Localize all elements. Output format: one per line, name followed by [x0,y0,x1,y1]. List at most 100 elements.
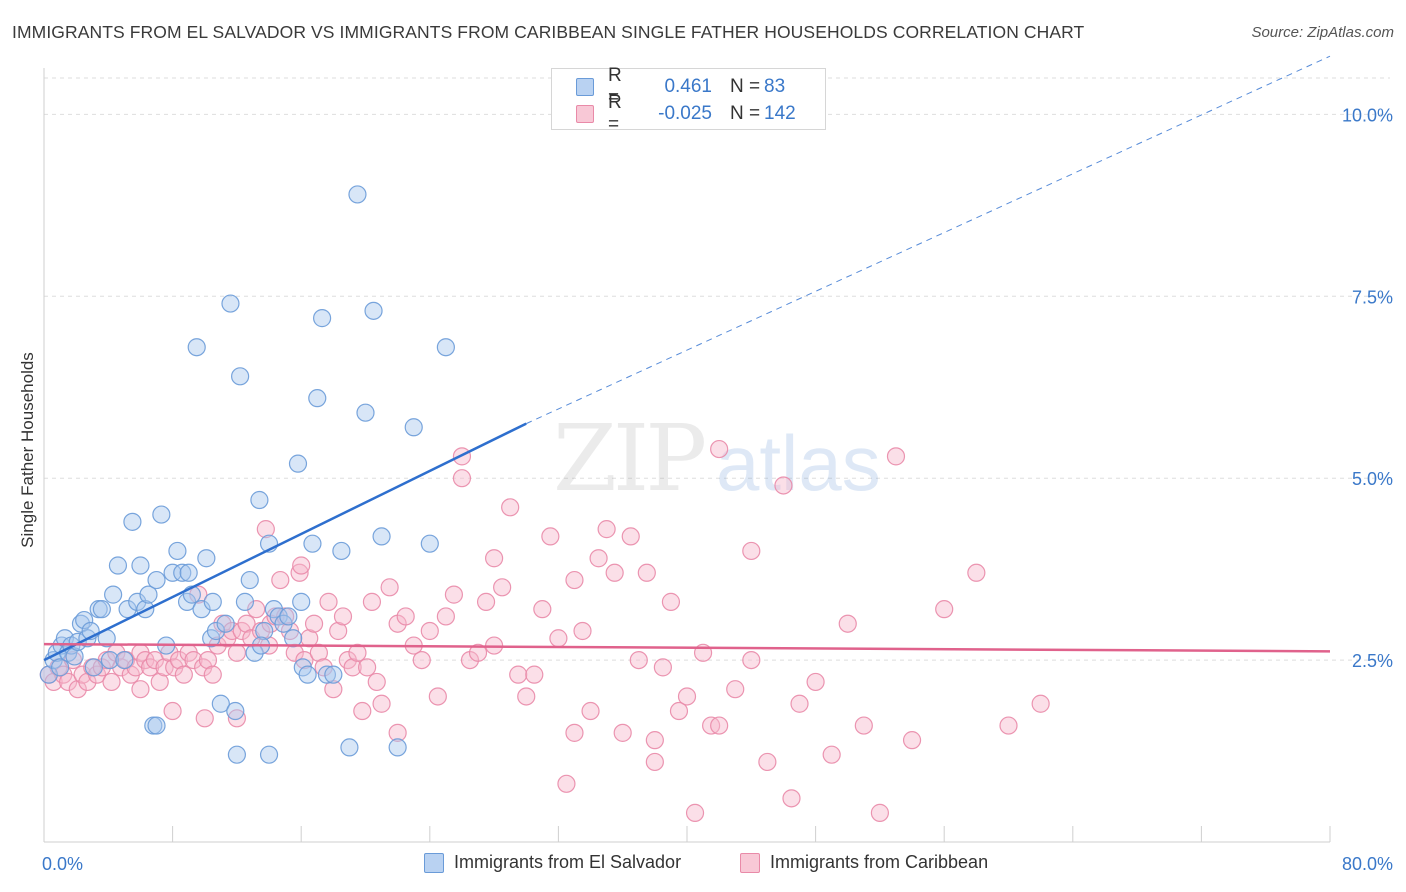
caribbean-point [189,585,208,604]
caribbean-point [838,614,857,633]
bottom-legend-swatch-blue [424,852,444,873]
caribbean-point [292,556,311,575]
caribbean-point [597,520,616,539]
caribbean-point [247,600,266,619]
y-tick-label: 7.5% [1352,287,1393,307]
caribbean-point [485,549,504,568]
caribbean-point [290,563,309,582]
el-salvador-point [332,541,351,561]
caribbean-point [452,469,472,488]
el-salvador-point [163,563,182,582]
watermark-atlas: atlas [716,419,881,507]
caribbean-point [806,672,825,692]
el-salvador-point [139,585,158,604]
el-salvador-point [308,389,327,408]
el-salvador-point [436,338,455,357]
caribbean-trend-line [43,642,1331,653]
el-salvador-point [259,745,279,764]
caribbean-point [589,549,608,568]
el-salvador-point [226,701,245,721]
el-salvador-point [420,534,439,553]
caribbean-point [367,672,386,692]
el-salvador-point [292,592,311,611]
el-salvador-point [206,621,226,641]
legend-n-value: 142 [764,103,796,124]
caribbean-point [295,650,314,670]
chart-title: IMMIGRANTS FROM EL SALVADOR VS IMMIGRANT… [12,22,1085,42]
caribbean-point [549,629,568,648]
el-salvador-point [203,592,222,611]
legend-swatch-blue [576,78,594,96]
caribbean-point [145,650,165,670]
caribbean-point [333,607,353,626]
caribbean-point [541,527,560,546]
el-salvador-point [340,738,359,757]
caribbean-point [581,701,600,721]
caribbean-point [444,585,464,604]
el-salvador-point [250,490,269,510]
el-salvador-point [39,665,58,684]
caribbean-point [621,527,640,546]
caribbean-point [227,643,246,662]
el-salvador-point [356,403,375,422]
el-salvador-point [118,600,137,619]
legend-n-value: 83 [764,76,786,97]
tick-labels: 2.5% 5.0% 7.5% 10.0% 0.0% 80.0% [42,105,1393,874]
el-salvador-points [39,185,455,764]
x-tick-label: 80.0% [1342,854,1393,874]
caribbean-point [677,687,697,706]
caribbean-point [126,658,145,677]
el-salvador-point [115,650,134,670]
el-salvador-point [131,556,150,575]
bottom-legend-swatch-pink [740,852,760,873]
caribbean-point [388,723,407,742]
caribbean-point [468,643,488,662]
el-salvador-point [303,534,322,553]
el-salvador-point [255,621,274,641]
el-salvador-point [288,454,308,473]
caribbean-point [184,650,203,670]
trend-lines [43,55,1331,662]
el-salvador-point [231,367,250,386]
legend-r-value: -0.025 [658,103,712,124]
caribbean-point [661,592,681,611]
watermark-zip: ZIP [553,405,704,512]
caribbean-point [343,658,362,677]
caribbean-point [358,658,377,677]
source-label: Source: ZipAtlas.com [1251,24,1394,41]
caribbean-point [605,563,624,582]
el-salvador-point [187,338,206,357]
el-salvador-point [279,607,298,626]
legend: R = 0.461 N = 83 R = -0.025 N = 142 [551,65,826,135]
caribbean-point [999,716,1018,735]
caribbean-point [573,621,592,641]
caribbean-point [396,607,415,626]
el-salvador-point [216,614,235,633]
caribbean-point [319,592,338,611]
el-salvador-trend-extension [526,55,1331,425]
el-salvador-trend-line [43,422,527,662]
caribbean-point [372,694,391,713]
caribbean-point [790,694,809,713]
el-salvador-point [100,650,120,670]
caribbean-point [163,701,182,721]
caribbean-point [174,665,193,684]
caribbean-point [669,701,689,721]
caribbean-point [774,476,793,495]
el-salvador-point [317,665,337,684]
caribbean-point [412,650,431,670]
el-salvador-point [173,563,192,582]
caribbean-point [353,701,372,721]
caribbean-point [645,752,664,772]
caribbean-point [203,665,222,684]
el-salvador-point [84,658,103,677]
caribbean-point [198,650,218,670]
caribbean-point [557,774,576,793]
caribbean-point [222,621,242,641]
el-salvador-point [192,600,211,619]
caribbean-point [329,621,348,641]
y-tick-label: 5.0% [1352,469,1393,489]
watermark: ZIP atlas [553,405,881,512]
el-salvador-point [108,556,128,575]
